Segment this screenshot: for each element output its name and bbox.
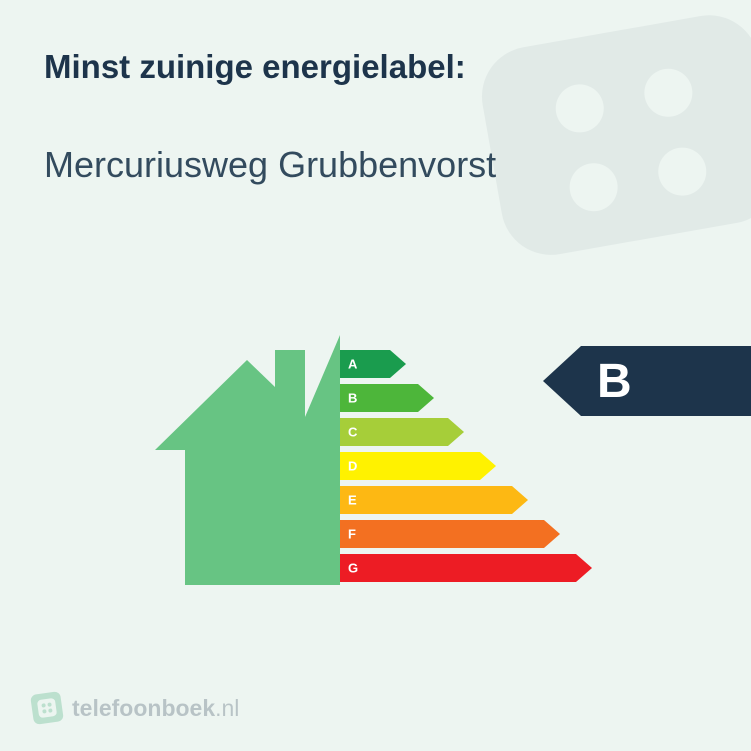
energy-chart: A B C D E F G B [0, 330, 751, 620]
brand-name-light: .nl [215, 695, 239, 721]
footer-brand: telefoonboek.nl [32, 693, 239, 723]
card-subtitle: Mercuriusweg Grubbenvorst [44, 144, 707, 186]
house-icon [155, 335, 340, 585]
bar-label: B [348, 391, 357, 406]
bar-label: E [348, 493, 357, 508]
brand-name-bold: telefoonboek [72, 695, 215, 721]
callout-arrow-icon [543, 346, 581, 416]
bar-label: D [348, 459, 357, 474]
brand-logo-icon [30, 691, 64, 725]
bar-label: G [348, 561, 358, 576]
bar-label: C [348, 425, 357, 440]
bar-label: A [348, 357, 357, 372]
callout-label: B [581, 346, 751, 416]
bar-label: F [348, 527, 356, 542]
card-title: Minst zuinige energielabel: [44, 48, 707, 86]
energy-label-card: Minst zuinige energielabel: Mercuriusweg… [0, 0, 751, 751]
brand-text: telefoonboek.nl [72, 695, 239, 722]
selected-label-callout: B [543, 346, 751, 416]
